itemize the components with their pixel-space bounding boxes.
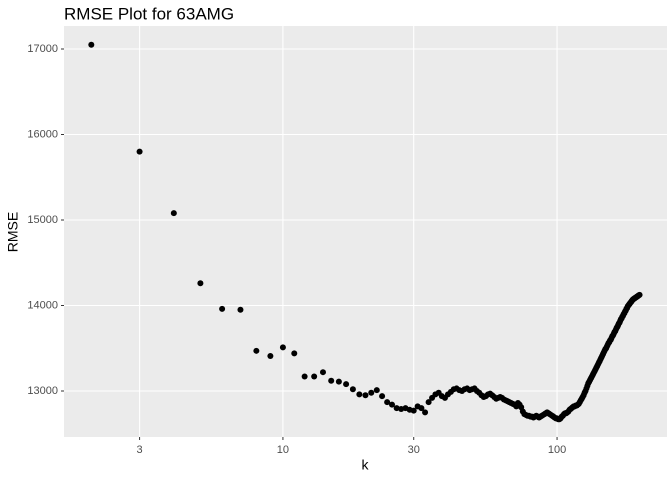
points <box>88 41 643 423</box>
point <box>197 280 204 287</box>
y-tick-label: 14000 <box>27 299 58 311</box>
point <box>349 386 356 393</box>
x-tick-label: 100 <box>548 444 566 456</box>
point <box>328 377 335 384</box>
point <box>410 407 417 414</box>
point <box>384 399 391 406</box>
y-tick-label: 17000 <box>27 43 58 55</box>
point <box>368 389 375 396</box>
point <box>335 378 342 385</box>
point <box>373 387 380 394</box>
point <box>170 210 177 217</box>
point <box>379 393 386 400</box>
point <box>253 347 260 354</box>
point <box>136 148 143 155</box>
point <box>279 344 286 351</box>
point <box>422 409 429 416</box>
point <box>393 405 400 412</box>
point <box>219 305 226 312</box>
point <box>88 41 95 48</box>
point <box>425 399 432 406</box>
point <box>311 373 318 380</box>
y-tick-label: 15000 <box>27 214 58 226</box>
point <box>418 405 425 412</box>
point <box>267 352 274 359</box>
x-tick-label: 3 <box>137 444 143 456</box>
point <box>362 392 369 399</box>
point <box>343 381 350 388</box>
x-tick-label: 30 <box>408 444 420 456</box>
point <box>237 306 244 313</box>
point <box>291 350 298 357</box>
x-tick-label: 10 <box>277 444 289 456</box>
chart-title: RMSE Plot for 63AMG <box>64 4 234 23</box>
point <box>301 373 308 380</box>
y-tick-label: 16000 <box>27 128 58 140</box>
y-tick-label: 13000 <box>27 385 58 397</box>
point <box>389 401 396 408</box>
y-axis-label: RMSE <box>5 212 21 252</box>
x-axis-label: k <box>362 457 370 473</box>
point <box>319 369 326 376</box>
panel <box>64 26 667 437</box>
point <box>356 391 363 398</box>
point <box>636 291 643 298</box>
grid <box>64 26 667 437</box>
